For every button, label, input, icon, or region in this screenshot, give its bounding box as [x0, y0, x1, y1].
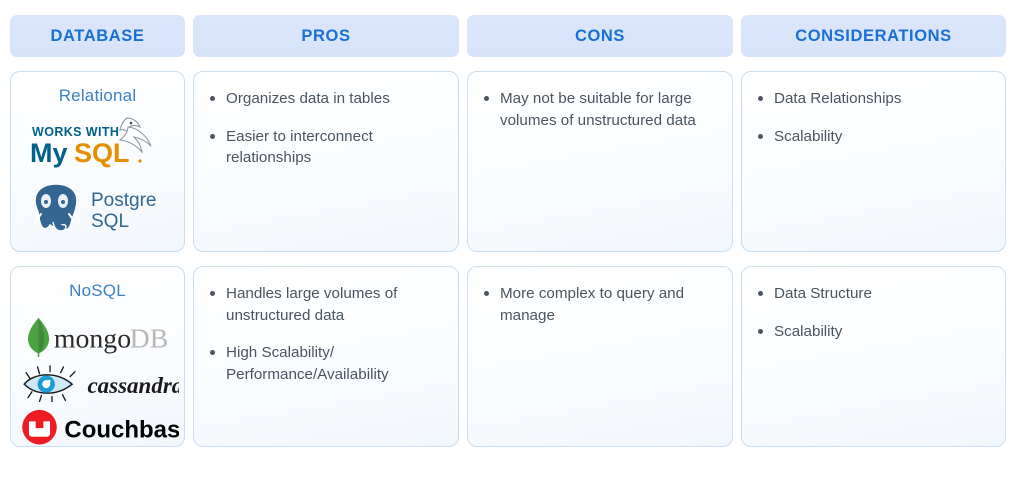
considerations-cell-nosql: Data Structure Scalability — [741, 266, 1006, 447]
list-item: Organizes data in tables — [208, 88, 442, 110]
cassandra-logo: cassandra — [22, 365, 179, 402]
list-item: More complex to query and manage — [482, 283, 716, 326]
list-item: High Scalability/ Performance/Availabili… — [208, 342, 442, 385]
postgresql-word-line2: SQL — [91, 211, 129, 232]
considerations-list: Data Relationships Scalability — [756, 88, 989, 147]
table-row-relational: Relational WORKS WITH My SQL — [10, 71, 1014, 252]
list-item: May not be suitable for large volumes of… — [482, 88, 716, 131]
cons-list: May not be suitable for large volumes of… — [482, 88, 716, 131]
postgresql-logo: Postgre SQL — [33, 183, 156, 232]
considerations-cell-relational: Data Relationships Scalability — [741, 71, 1006, 252]
pros-cell-nosql: Handles large volumes of unstructured da… — [193, 266, 459, 447]
cons-list: More complex to query and manage — [482, 283, 716, 326]
mongodb-word-db: DB — [129, 324, 168, 355]
mysql-word-sql: SQL — [74, 138, 130, 168]
considerations-list: Data Structure Scalability — [756, 283, 989, 342]
mongodb-word-mongo: mongo — [53, 324, 130, 355]
column-header-label: PROS — [301, 26, 351, 45]
list-item: Data Relationships — [756, 88, 989, 110]
database-title: NoSQL — [69, 281, 126, 300]
database-title: Relational — [58, 86, 137, 105]
pros-cell-relational: Organizes data in tables Easier to inter… — [193, 71, 459, 252]
column-header-label: DATABASE — [50, 26, 145, 45]
cons-cell-relational: May not be suitable for large volumes of… — [467, 71, 733, 252]
pros-list: Organizes data in tables Easier to inter… — [208, 88, 442, 169]
cons-cell-nosql: More complex to query and manage — [467, 266, 733, 447]
database-cell-relational: Relational WORKS WITH My SQL — [10, 71, 185, 252]
mysql-word-my: My — [30, 138, 68, 168]
mysql-logo: WORKS WITH My SQL — [30, 117, 152, 168]
mongodb-logo: mongo DB — [27, 317, 168, 358]
list-item: Easier to interconnect relationships — [208, 126, 442, 169]
couchbase-word: Couchbase — [64, 416, 179, 443]
column-header-considerations: CONSIDERATIONS — [741, 15, 1006, 57]
database-cell-nosql: NoSQL mongo DB cas — [10, 266, 185, 447]
list-item: Handles large volumes of unstructured da… — [208, 283, 442, 326]
list-item: Data Structure — [756, 283, 989, 305]
column-header-database: DATABASE — [10, 15, 185, 57]
table-header-row: DATABASE PROS CONS CONSIDERATIONS — [10, 15, 1014, 57]
column-header-cons: CONS — [467, 15, 733, 57]
column-header-pros: PROS — [193, 15, 459, 57]
postgresql-word-line1: Postgre — [91, 190, 156, 211]
couchbase-logo: Couchbase — [21, 409, 179, 445]
list-item: Scalability — [756, 126, 989, 148]
mysql-tagline: WORKS WITH — [32, 125, 119, 139]
column-header-label: CONS — [574, 26, 626, 45]
table-row-nosql: NoSQL mongo DB cas — [10, 266, 1014, 447]
list-item: Scalability — [756, 321, 989, 343]
cassandra-word: cassandra — [87, 372, 179, 398]
column-header-label: CONSIDERATIONS — [795, 26, 952, 45]
pros-list: Handles large volumes of unstructured da… — [208, 283, 442, 385]
